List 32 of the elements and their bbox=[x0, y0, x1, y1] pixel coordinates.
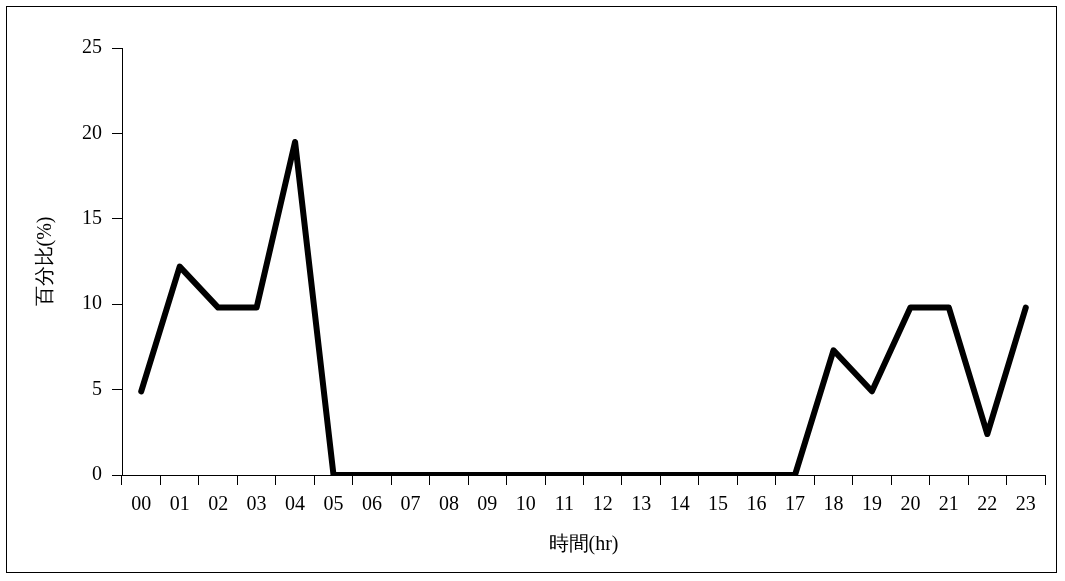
x-tick-label: 07 bbox=[400, 492, 421, 515]
x-tick-label: 05 bbox=[323, 492, 344, 515]
y-tick-label: 10 bbox=[82, 291, 102, 314]
x-tick-label: 13 bbox=[631, 492, 652, 515]
x-tick-label: 08 bbox=[438, 492, 459, 515]
x-tick-label: 22 bbox=[977, 492, 998, 515]
x-tick-label: 21 bbox=[938, 492, 959, 515]
x-tick-label: 15 bbox=[708, 492, 729, 515]
x-tick-label: 01 bbox=[169, 492, 190, 515]
y-tick-label: 25 bbox=[82, 35, 102, 58]
x-tick-label: 02 bbox=[208, 492, 229, 515]
x-tick-label: 23 bbox=[1015, 492, 1036, 515]
x-tick-label: 06 bbox=[361, 492, 382, 515]
x-tick-label: 12 bbox=[592, 492, 613, 515]
y-tick-label: 15 bbox=[82, 206, 102, 229]
x-tick-label: 10 bbox=[515, 492, 536, 515]
x-tick-label: 00 bbox=[131, 492, 152, 515]
x-tick-label: 09 bbox=[477, 492, 498, 515]
y-tick-label: 5 bbox=[92, 376, 102, 399]
x-tick-label: 18 bbox=[823, 492, 844, 515]
x-tick-label: 19 bbox=[861, 492, 882, 515]
y-tick-label: 20 bbox=[82, 120, 102, 143]
x-tick-label: 17 bbox=[785, 492, 806, 515]
x-axis-title: 時間(hr) bbox=[548, 532, 619, 556]
x-tick-label: 14 bbox=[669, 492, 690, 515]
y-tick-label: 0 bbox=[92, 462, 102, 485]
x-tick-label: 16 bbox=[746, 492, 767, 515]
x-tick-label: 04 bbox=[285, 492, 306, 515]
x-tick-label: 11 bbox=[554, 492, 574, 515]
x-tick-label: 20 bbox=[900, 492, 921, 515]
y-axis-title: 百分比(%) bbox=[33, 216, 57, 307]
x-tick-label: 03 bbox=[246, 492, 267, 515]
